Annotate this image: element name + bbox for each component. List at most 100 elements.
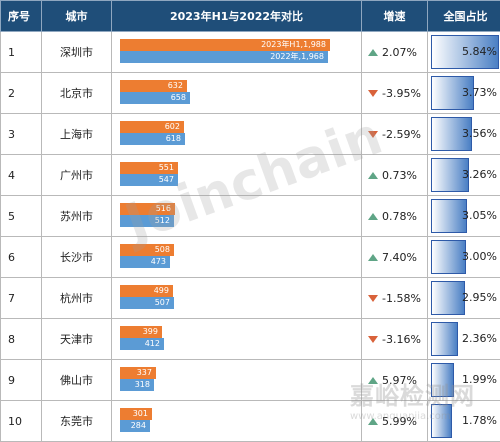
city-cell: 东莞市 xyxy=(42,401,112,442)
bar-2022-label: 547 xyxy=(159,174,174,186)
header-city: 城市 xyxy=(42,1,112,32)
bar-2023: 508 xyxy=(120,244,174,256)
bar-2023: 337 xyxy=(120,367,156,379)
city-cell: 深圳市 xyxy=(42,32,112,73)
triangle-up-icon xyxy=(368,213,378,220)
city-cell: 广州市 xyxy=(42,155,112,196)
growth-value: 0.73% xyxy=(382,169,417,182)
bar-2022: 412 xyxy=(120,338,164,350)
triangle-up-icon xyxy=(368,172,378,179)
bar-2023: 399 xyxy=(120,326,162,338)
growth-cell: 0.73% xyxy=(362,155,428,196)
rank-cell: 6 xyxy=(1,237,42,278)
share-value: 2.95% xyxy=(462,278,497,318)
bar-2023: 551 xyxy=(120,162,178,174)
city-cell: 杭州市 xyxy=(42,278,112,319)
rank-cell: 5 xyxy=(1,196,42,237)
triangle-down-icon xyxy=(368,90,378,97)
bar-2023-label: 337 xyxy=(137,367,152,379)
share-cell: 1.78% xyxy=(428,401,500,442)
triangle-up-icon xyxy=(368,418,378,425)
city-cell: 上海市 xyxy=(42,114,112,155)
bar-2022-label: 412 xyxy=(145,338,160,350)
bar-2022: 547 xyxy=(120,174,178,186)
bar-2022: 658 xyxy=(120,92,190,104)
bar-2022-label: 473 xyxy=(151,256,166,268)
bar-2022: 507 xyxy=(120,297,174,309)
rank-cell: 8 xyxy=(1,319,42,360)
share-value: 1.78% xyxy=(462,401,497,441)
city-cell: 苏州市 xyxy=(42,196,112,237)
share-value: 2.36% xyxy=(462,319,497,359)
triangle-up-icon xyxy=(368,254,378,261)
growth-cell: 7.40% xyxy=(362,237,428,278)
share-bar xyxy=(431,240,466,274)
share-bar xyxy=(431,404,452,438)
bar-2022: 512 xyxy=(120,215,174,227)
bar-2022: 2022年,1,968 xyxy=(120,51,328,63)
bar-2022-label: 507 xyxy=(155,297,170,309)
share-bar xyxy=(431,281,465,315)
bar-2023: 632 xyxy=(120,80,187,92)
header-growth: 增速 xyxy=(362,1,428,32)
growth-cell: -3.16% xyxy=(362,319,428,360)
growth-cell: 0.78% xyxy=(362,196,428,237)
bar-2022-label: 318 xyxy=(135,379,150,391)
share-cell: 2.36% xyxy=(428,319,500,360)
rank-cell: 9 xyxy=(1,360,42,401)
growth-value: -2.59% xyxy=(382,128,421,141)
bar-2023: 2023年H1,1,988 xyxy=(120,39,330,51)
triangle-up-icon xyxy=(368,49,378,56)
growth-cell: 2.07% xyxy=(362,32,428,73)
city-cell: 佛山市 xyxy=(42,360,112,401)
share-value: 3.56% xyxy=(462,114,497,154)
bar-2023-label: 632 xyxy=(168,80,183,92)
triangle-up-icon xyxy=(368,377,378,384)
share-value: 5.84% xyxy=(462,32,497,72)
share-value: 3.73% xyxy=(462,73,497,113)
rank-cell: 2 xyxy=(1,73,42,114)
share-cell: 3.00% xyxy=(428,237,500,278)
triangle-down-icon xyxy=(368,131,378,138)
header-row: 序号 城市 2023年H1与2022年对比 增速 全国占比 xyxy=(1,1,500,32)
growth-value: 7.40% xyxy=(382,251,417,264)
growth-value: -3.16% xyxy=(382,333,421,346)
rank-cell: 4 xyxy=(1,155,42,196)
bar-2022: 318 xyxy=(120,379,154,391)
bar-2023-label: 499 xyxy=(154,285,169,297)
growth-cell: -2.59% xyxy=(362,114,428,155)
triangle-down-icon xyxy=(368,295,378,302)
growth-value: 5.97% xyxy=(382,374,417,387)
bar-2023-label: 602 xyxy=(165,121,180,133)
bar-2023-label: 2023年H1,1,988 xyxy=(261,39,326,51)
share-cell: 2.95% xyxy=(428,278,500,319)
triangle-down-icon xyxy=(368,336,378,343)
bar-2022-label: 2022年,1,968 xyxy=(270,51,324,63)
rank-cell: 7 xyxy=(1,278,42,319)
bar-2022: 618 xyxy=(120,133,185,145)
rank-cell: 1 xyxy=(1,32,42,73)
city-cell: 天津市 xyxy=(42,319,112,360)
